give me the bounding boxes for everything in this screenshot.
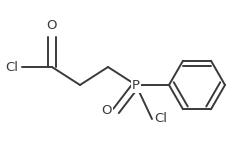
Text: O: O [101, 104, 112, 117]
Text: O: O [47, 19, 57, 32]
Text: Cl: Cl [5, 60, 18, 73]
Text: P: P [132, 78, 140, 91]
Text: Cl: Cl [154, 113, 167, 126]
